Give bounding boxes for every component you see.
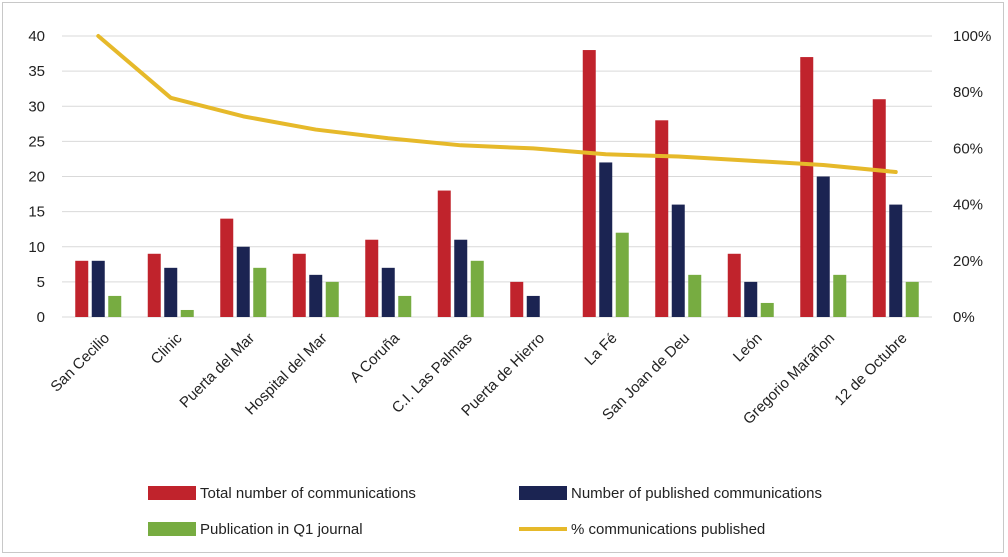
- y-left-tick-label: 15: [28, 204, 45, 221]
- bar: [760, 302, 774, 317]
- bar: [91, 260, 105, 317]
- bar: [292, 253, 306, 317]
- y-right-tick-label: 100%: [953, 28, 991, 45]
- x-category-label: La Fé: [581, 330, 620, 369]
- y-left-tick-label: 25: [28, 133, 45, 150]
- bar: [236, 246, 250, 317]
- bar: [253, 267, 267, 317]
- y-axis-left: 0 5 10 15 20 25 30 35 40: [28, 28, 45, 326]
- bar: [905, 281, 919, 317]
- bar: [398, 295, 412, 317]
- y-right-tick-label: 60%: [953, 140, 983, 157]
- bar: [325, 281, 339, 317]
- gridlines: [62, 35, 932, 318]
- x-category-label: 12 de Octubre: [831, 330, 910, 409]
- bar: [526, 295, 540, 317]
- bar: [889, 204, 903, 317]
- bar: [615, 232, 629, 317]
- y-left-tick-label: 30: [28, 98, 45, 115]
- bar: [470, 260, 484, 317]
- bar: [180, 309, 194, 317]
- bar: [437, 190, 451, 317]
- y-left-tick-label: 35: [28, 63, 45, 80]
- bar: [381, 267, 395, 317]
- y-right-tick-label: 20%: [953, 253, 983, 270]
- bar: [108, 295, 122, 317]
- bar: [365, 239, 379, 317]
- bar: [872, 99, 886, 317]
- bar: [147, 253, 161, 317]
- x-category-label: León: [730, 330, 766, 366]
- percentage-line: [96, 34, 898, 175]
- y-left-tick-label: 20: [28, 169, 45, 186]
- y-left-tick-label: 0: [37, 309, 45, 326]
- y-right-tick-label: 80%: [953, 84, 983, 101]
- x-category-label: San Cecilio: [47, 330, 113, 396]
- bar: [510, 281, 524, 317]
- bar: [599, 162, 613, 317]
- legend-label: % communications published: [571, 521, 765, 538]
- legend-swatch: [148, 522, 196, 536]
- x-category-label: Clinic: [148, 329, 186, 367]
- y-right-tick-label: 0%: [953, 309, 975, 326]
- legend-swatch: [148, 486, 196, 500]
- legend-label: Total number of communications: [200, 485, 416, 502]
- series-line: [96, 34, 898, 175]
- legend-swatch: [519, 486, 567, 500]
- bar: [727, 253, 741, 317]
- bar: [220, 218, 234, 317]
- bars: [75, 50, 919, 318]
- bar: [309, 274, 323, 317]
- y-axis-right: 0% 20% 40% 60% 80% 100%: [953, 28, 991, 326]
- bar: [800, 57, 814, 317]
- legend-label: Number of published communications: [571, 485, 822, 502]
- legend-label: Publication in Q1 journal: [200, 521, 363, 538]
- bar: [655, 120, 669, 317]
- y-right-tick-label: 40%: [953, 197, 983, 214]
- legend: Total number of communications Number of …: [148, 485, 822, 538]
- bar: [833, 274, 847, 317]
- bar: [582, 50, 596, 318]
- x-category-label: Puerta del Mar: [176, 330, 258, 412]
- bar: [671, 204, 685, 317]
- bar: [688, 274, 702, 317]
- x-category-label: A Coruña: [347, 329, 404, 386]
- bar: [454, 239, 468, 317]
- bar: [816, 176, 830, 317]
- y-left-tick-label: 40: [28, 28, 45, 45]
- bar: [75, 260, 89, 317]
- bar: [744, 281, 758, 317]
- bar: [164, 267, 178, 317]
- y-left-tick-label: 10: [28, 239, 45, 256]
- y-left-tick-label: 5: [37, 274, 45, 291]
